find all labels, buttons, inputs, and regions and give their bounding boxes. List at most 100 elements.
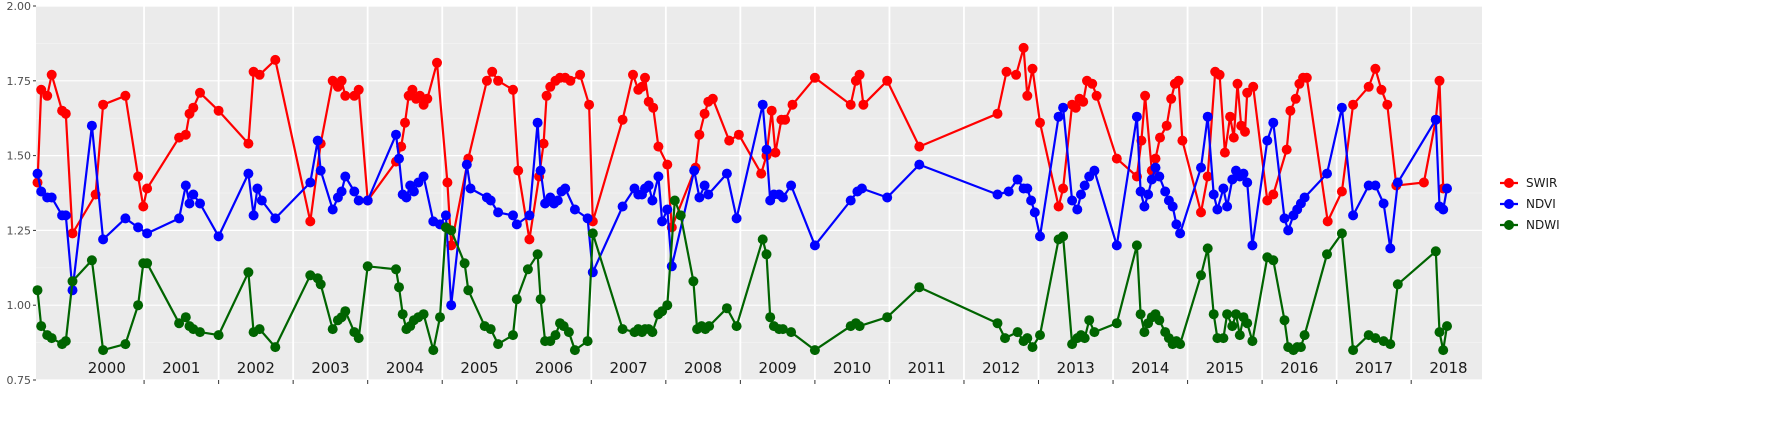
ndwi-point: [1022, 333, 1033, 344]
year-label: 2017: [1355, 359, 1393, 377]
swir-point: [640, 72, 650, 83]
swir-point: [400, 117, 410, 128]
swir-point: [653, 141, 664, 152]
ndvi-point: [408, 186, 419, 197]
ndwi-point: [493, 339, 504, 350]
ndvi-point: [401, 192, 412, 203]
ndwi-point: [120, 339, 131, 350]
ndwi-point: [1430, 246, 1441, 257]
swir-point: [1155, 132, 1165, 143]
ndwi-point: [254, 324, 265, 335]
ndvi-point: [731, 213, 742, 224]
ndvi-point: [1336, 102, 1347, 113]
legend-marker-swir: [1504, 178, 1514, 188]
swir-point: [538, 138, 549, 149]
ndvi-point: [1150, 162, 1161, 173]
ndvi-point: [1022, 183, 1033, 194]
ndvi-point: [582, 213, 593, 224]
ndvi-point: [689, 165, 700, 176]
ndwi-point: [353, 333, 364, 344]
ndvi-point: [1378, 198, 1389, 209]
ndwi-point: [522, 264, 533, 275]
swir-point: [353, 84, 364, 95]
year-label: 2014: [1131, 359, 1169, 377]
swir-point: [541, 90, 552, 101]
ndvi-point: [1135, 186, 1146, 197]
swir-point: [305, 216, 316, 227]
swir-point: [882, 75, 893, 86]
ndvi-point: [180, 180, 191, 191]
ndwi-point: [1299, 330, 1310, 341]
swir-point: [1196, 207, 1206, 218]
year-label: 2003: [311, 359, 349, 377]
ndwi-point: [1208, 309, 1219, 320]
ndvi-point: [552, 195, 563, 206]
y-tick-label: 2.00: [7, 0, 32, 13]
swir-point: [1070, 102, 1081, 113]
ndwi-point: [174, 318, 185, 329]
ndvi-point: [1146, 174, 1157, 185]
ndvi-point: [1202, 111, 1213, 122]
ndvi-point: [882, 192, 893, 203]
swir-point: [1078, 96, 1089, 107]
ndwi-point: [617, 324, 628, 335]
ndvi-point: [699, 180, 710, 191]
ndwi-point: [1202, 243, 1213, 254]
swir-point: [138, 201, 149, 212]
ndwi-point: [1295, 342, 1306, 353]
ndwi-point: [1227, 321, 1238, 332]
ndwi-point: [582, 336, 593, 347]
swir-point: [584, 99, 595, 110]
ndvi-point: [270, 213, 281, 224]
ndvi-point: [349, 186, 360, 197]
ndwi-point: [563, 327, 574, 338]
ndwi-point: [446, 225, 457, 236]
ndvi-point: [312, 135, 323, 146]
ndvi-point: [1242, 177, 1253, 188]
swir-point: [46, 69, 57, 80]
ndwi-point: [532, 249, 543, 260]
swir-point: [766, 105, 777, 116]
ndvi-point: [560, 183, 571, 194]
year-label: 2006: [535, 359, 573, 377]
swir-point: [1011, 69, 1022, 80]
swir-point: [809, 72, 820, 83]
swir-point: [1434, 75, 1445, 86]
ndvi-point: [1026, 195, 1037, 206]
ndvi-point: [1012, 174, 1023, 185]
ndvi-point: [777, 192, 788, 203]
swir-point: [60, 108, 71, 119]
ndvi-point: [394, 153, 404, 164]
ndwi-point: [67, 276, 78, 287]
ndvi-point: [1035, 231, 1045, 242]
swir-point: [648, 102, 659, 113]
ndvi-point: [524, 210, 535, 221]
ndwi-point: [1027, 342, 1038, 353]
ndvi-point: [485, 195, 496, 206]
ndvi-point: [195, 198, 205, 209]
ndwi-point: [1247, 336, 1258, 347]
swir-point: [195, 87, 205, 98]
ndwi-point: [1131, 240, 1142, 251]
swir-point: [270, 54, 281, 65]
legend-marker-ndvi: [1504, 199, 1514, 209]
ndvi-point: [1143, 189, 1154, 200]
ndvi-point: [174, 213, 185, 224]
swir-point: [1140, 90, 1151, 101]
swir-point: [617, 114, 628, 125]
ndvi-point: [1222, 201, 1233, 212]
ndvi-point: [252, 183, 263, 194]
swir-point: [142, 183, 153, 194]
ndvi-point: [647, 195, 658, 206]
swir-point: [1058, 183, 1069, 194]
swir-point: [1376, 84, 1387, 95]
legend-label-ndvi: NDVI: [1526, 197, 1556, 211]
ndvi-point: [914, 159, 925, 170]
ndvi-point: [1111, 240, 1122, 251]
swir-point: [1166, 93, 1177, 104]
ndwi-point: [1242, 318, 1253, 329]
ndwi-point: [662, 300, 673, 311]
swir-point: [770, 147, 781, 158]
year-label: 2008: [684, 359, 722, 377]
ndwi-point: [463, 285, 474, 296]
